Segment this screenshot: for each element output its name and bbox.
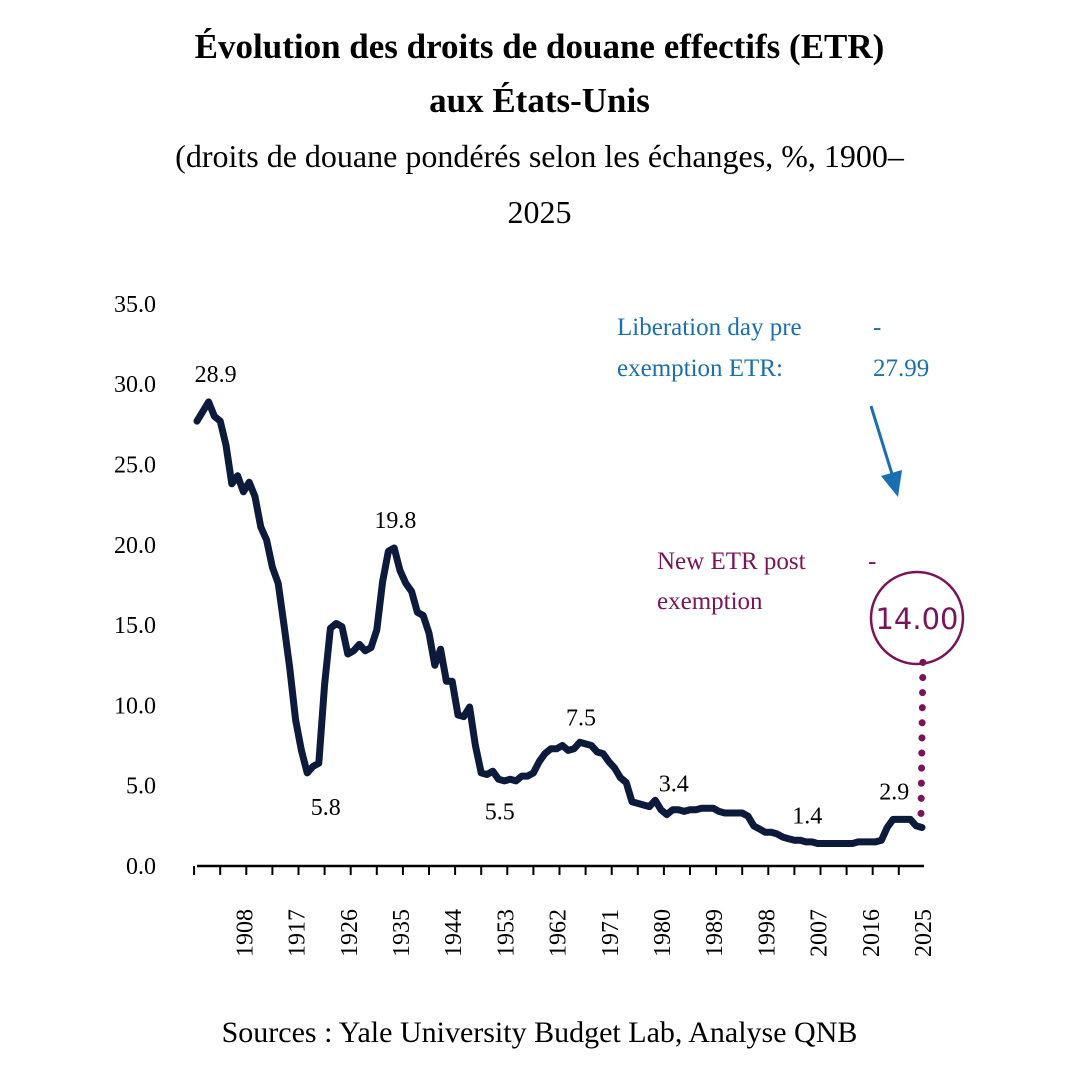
x-tick-label: 1944 xyxy=(441,909,467,957)
y-tick-label: 20.0 xyxy=(114,533,156,559)
new-etr-value-circle xyxy=(869,570,965,666)
new-etr-annotation: New ETR post exemption - 14.00 xyxy=(657,548,965,817)
data-label: 5.8 xyxy=(311,795,341,821)
x-tick-label: 1971 xyxy=(598,909,624,957)
x-axis-ticks xyxy=(193,866,900,875)
x-tick-label: 1917 xyxy=(285,909,311,957)
liberation-label-line1: Liberation day pre xyxy=(617,314,802,341)
x-axis-tick-labels: 1908 1917 1926 1935 1944 1953 1962 1971 1980 1989… xyxy=(232,909,937,957)
liberation-label-line2: exemption ETR: xyxy=(617,355,783,382)
liberation-arrow-head-icon xyxy=(881,470,902,497)
x-tick-label: 2007 xyxy=(807,909,833,957)
liberation-day-annotation: Liberation day pre exemption ETR: - 27.9… xyxy=(617,314,929,497)
x-tick-label: 1935 xyxy=(389,909,415,957)
y-tick-label: 15.0 xyxy=(114,613,156,639)
x-tick-label: 2016 xyxy=(859,909,885,957)
liberation-dash: - xyxy=(873,314,881,341)
y-tick-label: 30.0 xyxy=(114,372,156,398)
new-etr-dash: - xyxy=(868,548,876,575)
y-tick-label: 35.0 xyxy=(114,292,156,318)
x-tick-label: 1998 xyxy=(754,909,780,957)
chart-subtitle-line2: 2025 xyxy=(507,194,572,230)
y-tick-label: 25.0 xyxy=(114,453,156,479)
x-tick-label: 1908 xyxy=(232,909,258,957)
x-tick-label: 1989 xyxy=(702,909,728,957)
data-label: 2.9 xyxy=(879,779,909,805)
data-label: 7.5 xyxy=(566,706,596,732)
source-note: Sources : Yale University Budget Lab, An… xyxy=(221,1016,858,1049)
data-labels: 28.9 5.8 19.8 5.5 7.5 3.4 1.4 2.9 xyxy=(195,362,910,830)
new-etr-label-line2: exemption xyxy=(657,588,763,615)
y-tick-label: 5.0 xyxy=(126,774,156,800)
new-etr-value: 14.00 xyxy=(875,602,958,636)
data-label: 5.5 xyxy=(485,800,515,826)
x-tick-label: 1953 xyxy=(493,909,519,957)
chart-title-line2: aux États-Unis xyxy=(429,81,650,120)
new-etr-dotted-line xyxy=(917,652,927,817)
y-axis-tick-labels: 0.0 5.0 10.0 15.0 20.0 25.0 30.0 35.0 xyxy=(114,292,156,880)
data-label: 28.9 xyxy=(195,362,237,388)
x-tick-label: 1926 xyxy=(337,909,363,957)
y-tick-label: 10.0 xyxy=(114,693,156,719)
data-label: 1.4 xyxy=(792,804,822,830)
liberation-arrow-shaft xyxy=(869,405,894,475)
y-tick-label: 0.0 xyxy=(126,854,156,880)
data-label: 19.8 xyxy=(374,508,416,534)
chart-subtitle-line1: (droits de douane pondérés selon les éch… xyxy=(175,138,904,174)
chart-title-line1: Évolution des droits de douane effectifs… xyxy=(194,27,885,66)
x-tick-label: 2025 xyxy=(911,909,937,957)
series-line-etr xyxy=(193,398,926,847)
new-etr-label-line1: New ETR post xyxy=(657,548,806,575)
data-label: 3.4 xyxy=(659,771,689,797)
x-tick-label: 1980 xyxy=(650,909,676,957)
liberation-value: 27.99 xyxy=(873,355,929,382)
x-tick-label: 1962 xyxy=(546,909,572,957)
